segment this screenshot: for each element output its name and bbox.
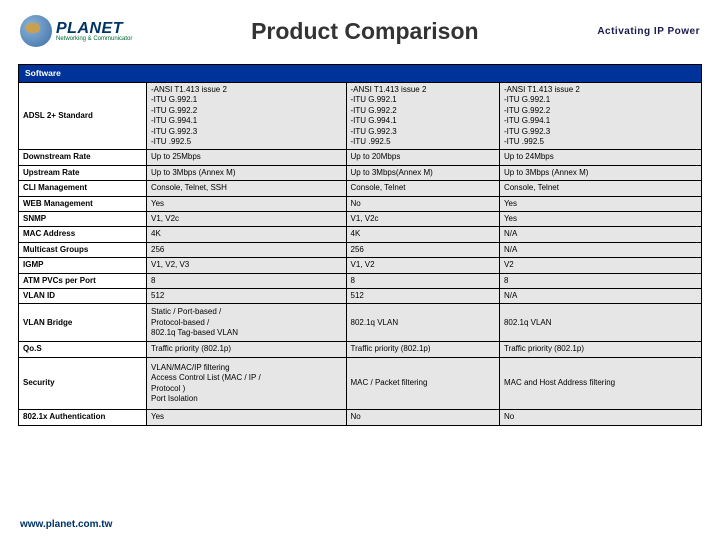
- data-cell: Up to 3Mbps (Annex M): [499, 165, 701, 180]
- data-cell: Traffic priority (802.1p): [346, 342, 499, 357]
- tagline: Activating IP Power: [597, 26, 700, 37]
- data-cell: Traffic priority (802.1p): [499, 342, 701, 357]
- data-cell: -ANSI T1.413 issue 2 -ITU G.992.1 -ITU G…: [346, 83, 499, 150]
- data-cell: 256: [147, 242, 347, 257]
- logo-area: PLANET Networking & Communicator: [20, 15, 132, 47]
- row-label: SNMP: [19, 211, 147, 226]
- data-cell: -ANSI T1.413 issue 2 -ITU G.992.1 -ITU G…: [499, 83, 701, 150]
- comparison-table-wrap: SoftwareADSL 2+ Standard-ANSI T1.413 iss…: [0, 58, 720, 426]
- data-cell: Up to 3Mbps(Annex M): [346, 165, 499, 180]
- data-cell: VLAN/MAC/IP filtering Access Control Lis…: [147, 357, 347, 410]
- row-label: VLAN Bridge: [19, 304, 147, 342]
- table-row: Qo.STraffic priority (802.1p)Traffic pri…: [19, 342, 702, 357]
- table-row: MAC Address4K4KN/A: [19, 227, 702, 242]
- data-cell: No: [499, 410, 701, 425]
- globe-icon: [20, 15, 52, 47]
- table-row: ADSL 2+ Standard-ANSI T1.413 issue 2 -IT…: [19, 83, 702, 150]
- row-label: Upstream Rate: [19, 165, 147, 180]
- data-cell: Up to 3Mbps (Annex M): [147, 165, 347, 180]
- table-row: Downstream RateUp to 25MbpsUp to 20MbpsU…: [19, 150, 702, 165]
- table-row: CLI ManagementConsole, Telnet, SSHConsol…: [19, 181, 702, 196]
- data-cell: V2: [499, 258, 701, 273]
- comparison-table: SoftwareADSL 2+ Standard-ANSI T1.413 iss…: [18, 64, 702, 426]
- data-cell: No: [346, 196, 499, 211]
- data-cell: MAC and Host Address filtering: [499, 357, 701, 410]
- data-cell: 8: [346, 273, 499, 288]
- data-cell: 8: [147, 273, 347, 288]
- data-cell: 512: [346, 288, 499, 303]
- data-cell: Yes: [147, 410, 347, 425]
- data-cell: 802.1q VLAN: [499, 304, 701, 342]
- brand-sub: Networking & Communicator: [56, 36, 132, 42]
- data-cell: 512: [147, 288, 347, 303]
- table-row: 802.1x AuthenticationYesNoNo: [19, 410, 702, 425]
- table-row: WEB ManagementYesNoYes: [19, 196, 702, 211]
- data-cell: MAC / Packet filtering: [346, 357, 499, 410]
- data-cell: Static / Port-based / Protocol-based / 8…: [147, 304, 347, 342]
- data-cell: No: [346, 410, 499, 425]
- brand-block: PLANET Networking & Communicator: [56, 20, 132, 42]
- data-cell: V1, V2c: [147, 211, 347, 226]
- data-cell: Console, Telnet: [346, 181, 499, 196]
- data-cell: Console, Telnet, SSH: [147, 181, 347, 196]
- table-row: Multicast Groups256256N/A: [19, 242, 702, 257]
- row-label: 802.1x Authentication: [19, 410, 147, 425]
- row-label: MAC Address: [19, 227, 147, 242]
- data-cell: 8: [499, 273, 701, 288]
- data-cell: N/A: [499, 288, 701, 303]
- data-cell: Yes: [147, 196, 347, 211]
- table-row: IGMPV1, V2, V3V1, V2V2: [19, 258, 702, 273]
- row-label: Qo.S: [19, 342, 147, 357]
- row-label: Downstream Rate: [19, 150, 147, 165]
- data-cell: V1, V2: [346, 258, 499, 273]
- data-cell: Yes: [499, 211, 701, 226]
- data-cell: Up to 24Mbps: [499, 150, 701, 165]
- section-header-row: Software: [19, 65, 702, 83]
- page-header: PLANET Networking & Communicator Product…: [0, 0, 720, 58]
- row-label: IGMP: [19, 258, 147, 273]
- row-label: ATM PVCs per Port: [19, 273, 147, 288]
- data-cell: Up to 25Mbps: [147, 150, 347, 165]
- row-label: Multicast Groups: [19, 242, 147, 257]
- table-row: VLAN BridgeStatic / Port-based / Protoco…: [19, 304, 702, 342]
- data-cell: 256: [346, 242, 499, 257]
- data-cell: N/A: [499, 242, 701, 257]
- row-label: VLAN ID: [19, 288, 147, 303]
- row-label: WEB Management: [19, 196, 147, 211]
- row-label: ADSL 2+ Standard: [19, 83, 147, 150]
- table-row: ATM PVCs per Port888: [19, 273, 702, 288]
- row-label: Security: [19, 357, 147, 410]
- data-cell: -ANSI T1.413 issue 2 -ITU G.992.1 -ITU G…: [147, 83, 347, 150]
- page-title: Product Comparison: [132, 18, 597, 45]
- data-cell: 802.1q VLAN: [346, 304, 499, 342]
- data-cell: V1, V2c: [346, 211, 499, 226]
- data-cell: 4K: [147, 227, 347, 242]
- row-label: CLI Management: [19, 181, 147, 196]
- table-row: SNMPV1, V2cV1, V2cYes: [19, 211, 702, 226]
- data-cell: N/A: [499, 227, 701, 242]
- section-header-cell: Software: [19, 65, 702, 83]
- table-row: SecurityVLAN/MAC/IP filtering Access Con…: [19, 357, 702, 410]
- data-cell: Yes: [499, 196, 701, 211]
- table-row: Upstream RateUp to 3Mbps (Annex M)Up to …: [19, 165, 702, 180]
- data-cell: Traffic priority (802.1p): [147, 342, 347, 357]
- data-cell: Up to 20Mbps: [346, 150, 499, 165]
- data-cell: 4K: [346, 227, 499, 242]
- data-cell: Console, Telnet: [499, 181, 701, 196]
- footer-url: www.planet.com.tw: [20, 519, 112, 530]
- table-row: VLAN ID512512N/A: [19, 288, 702, 303]
- data-cell: V1, V2, V3: [147, 258, 347, 273]
